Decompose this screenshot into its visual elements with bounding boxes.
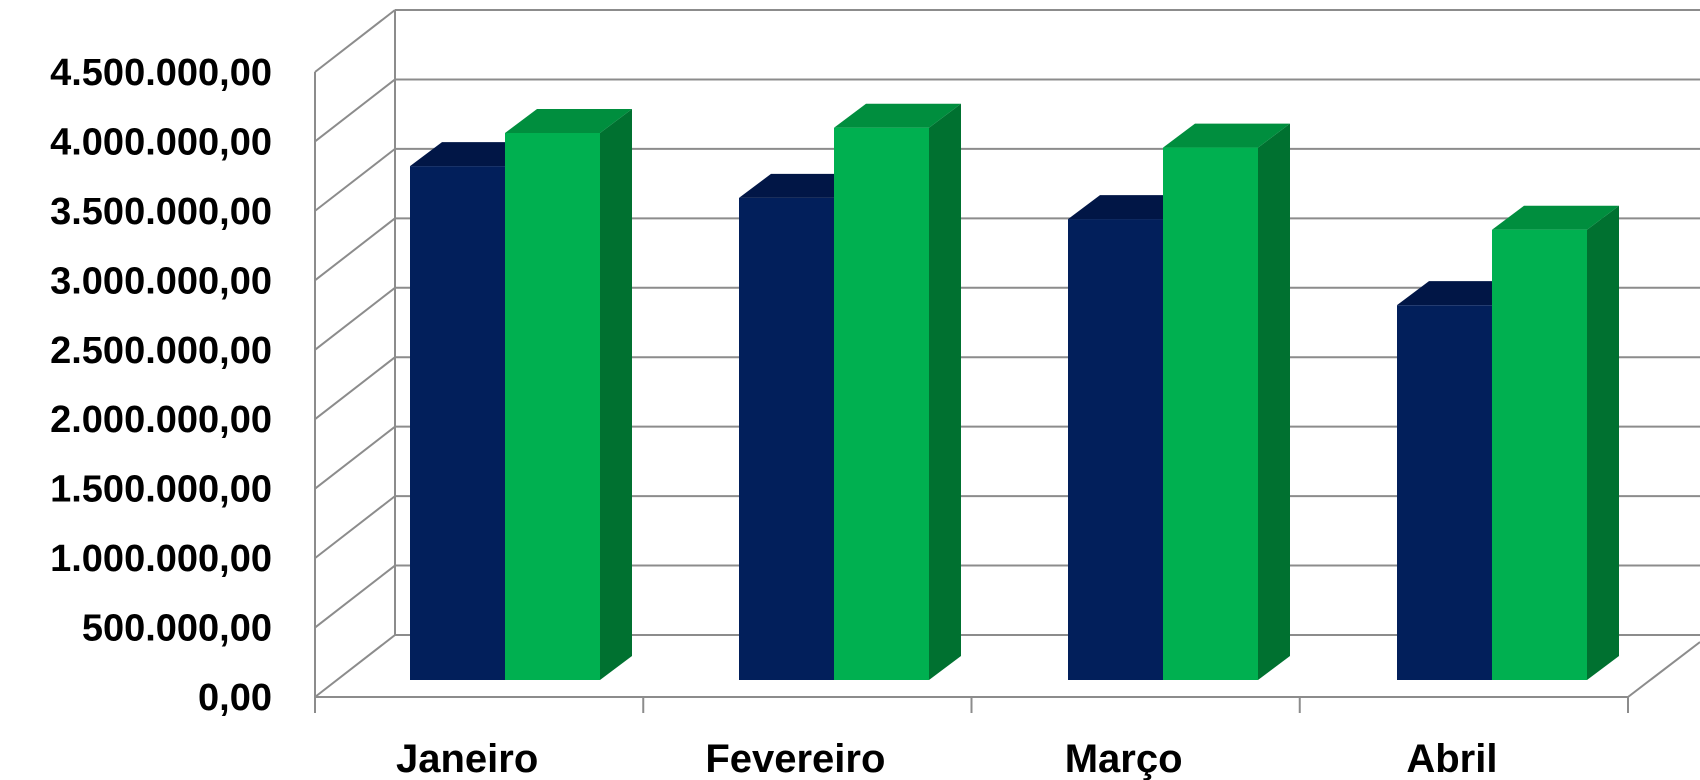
bar-top [505,109,632,134]
category-label: Abril [1406,737,1497,780]
bar-front [1068,219,1163,681]
y-tick-label: 2.000.000,00 [50,399,272,441]
bar-series-2 [1163,123,1290,680]
bar-front [834,127,929,680]
bar-front [1492,229,1587,680]
bar-top [834,103,961,128]
bar-front [1397,305,1492,680]
category-label: Fevereiro [705,737,885,780]
bar-front [1163,147,1258,680]
bar-front [410,166,505,681]
y-tick-label: 2.500.000,00 [50,330,272,372]
y-tick-label: 3.500.000,00 [50,191,272,233]
gridline-depth [314,356,396,421]
bar-side [1258,123,1290,680]
y-tick-label: 1.000.000,00 [50,538,272,580]
bar-side [1587,205,1619,680]
axes [314,10,1700,713]
bar-front [505,133,600,680]
gridline-depth [314,425,396,490]
bar-top [1163,123,1290,148]
bar-series-2 [1492,205,1619,680]
floor-right-edge [1627,641,1700,698]
labels: 0,00 500.000,00 1.000.000,00 1.500.000,00 2.… [50,52,1497,780]
category-label: Março [1065,737,1183,780]
category-label: Janeiro [396,737,538,780]
gridline-depth [314,634,396,698]
gridline-depth [314,217,396,282]
y-tick-label: 4.000.000,00 [50,121,272,163]
bar-series-2 [834,103,961,680]
bar-top [1492,205,1619,230]
gridline-depth [314,148,396,212]
bar-side [600,109,632,680]
bar-series-2 [505,109,632,680]
y-tick-label: 4.500.000,00 [50,52,272,94]
bar-front [739,197,834,680]
gridline-depth [314,564,396,629]
y-tick-label: 500.000,00 [82,608,272,650]
bars [410,103,1619,681]
y-tick-label: 1.500.000,00 [50,469,272,511]
gridline-depth [314,78,396,143]
y-tick-label: 3.000.000,00 [50,260,272,302]
gridline-depth [314,9,396,73]
gridline-depth [314,495,396,559]
y-tick-label: 0,00 [198,677,272,719]
bar-side [929,103,961,680]
gridline-depth [314,286,396,351]
